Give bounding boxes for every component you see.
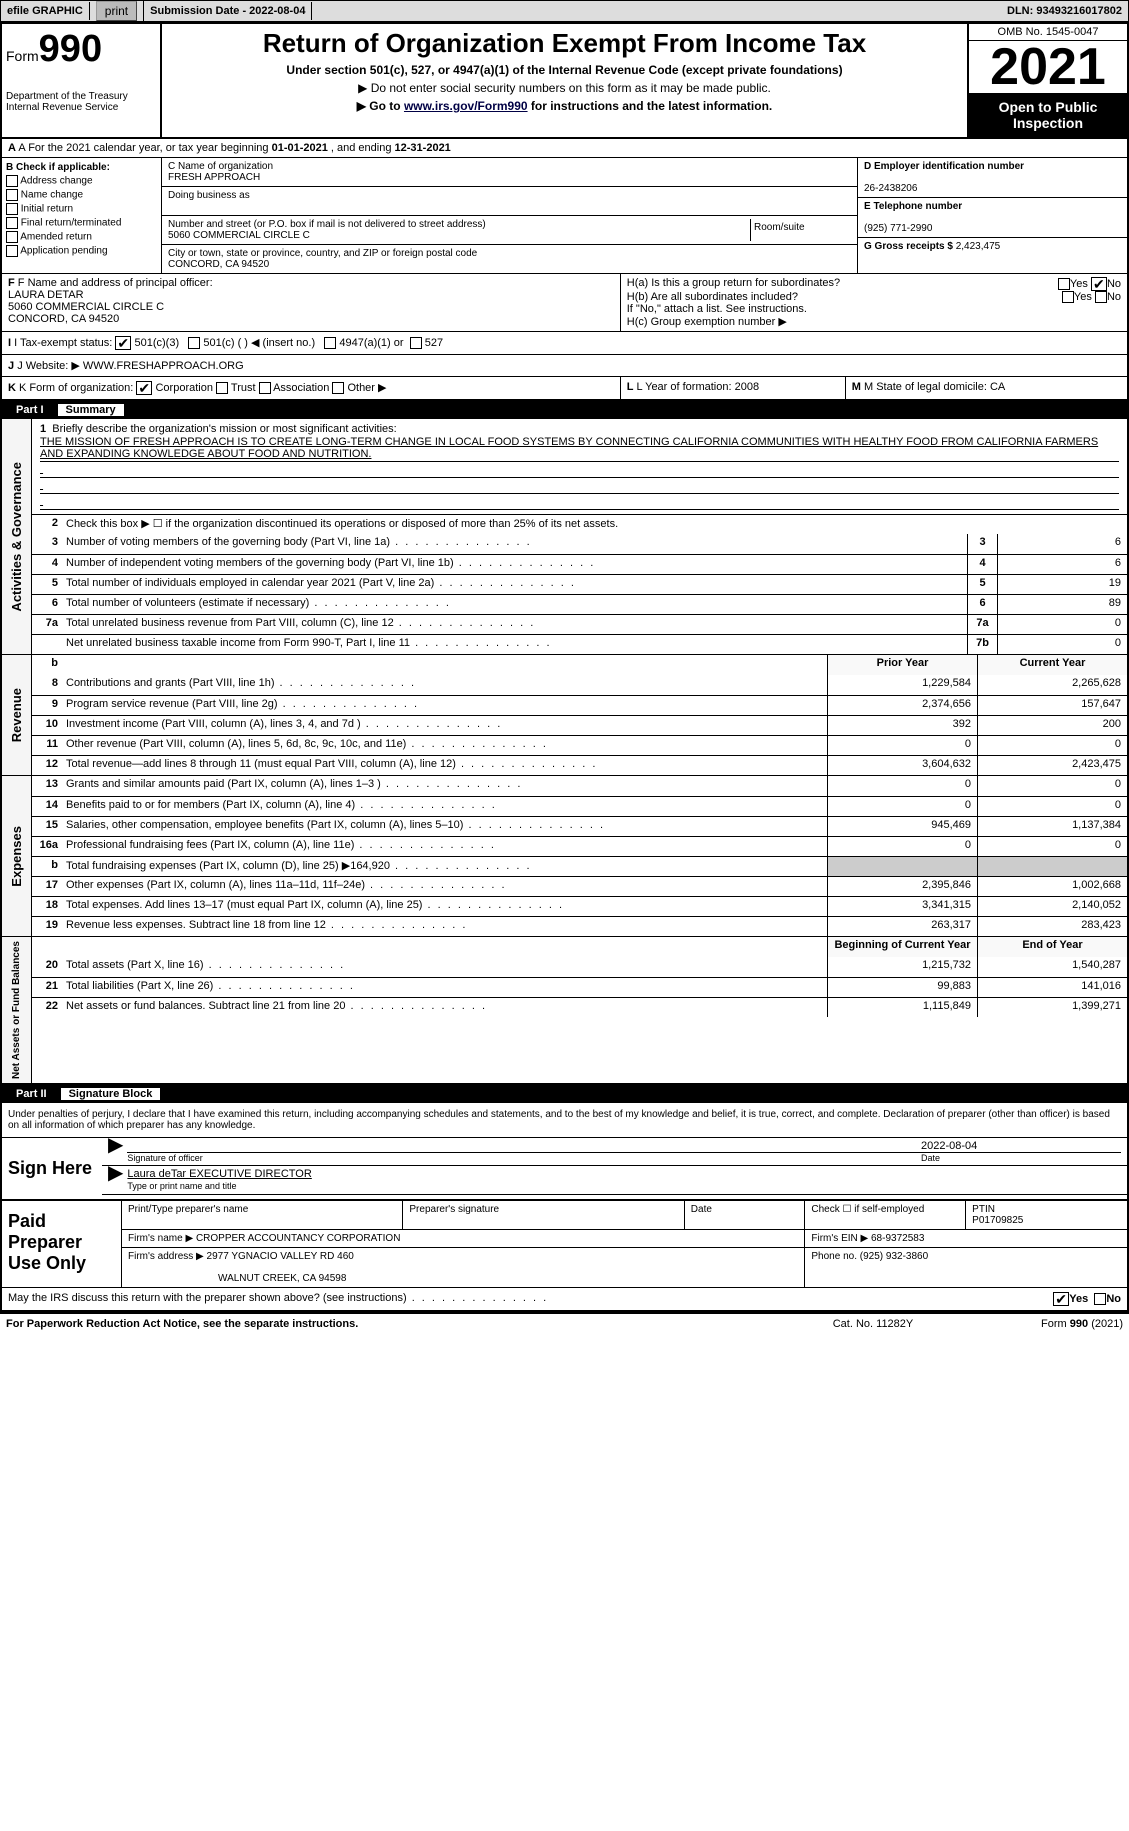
summary-line: 10Investment income (Part VIII, column (… [32,715,1127,735]
form-subtitle: Under section 501(c), 527, or 4947(a)(1)… [166,63,963,77]
section-i: I I Tax-exempt status: 501(c)(3) 501(c) … [2,332,1127,355]
section-h: H(a) Is this a group return for subordin… [621,274,1127,331]
501c-checkbox[interactable] [188,337,200,349]
discuss-question: May the IRS discuss this return with the… [2,1287,1127,1312]
4947-checkbox[interactable] [324,337,336,349]
501c3-checkbox[interactable] [115,336,131,350]
section-k: K K Form of organization: Corporation Tr… [2,377,621,399]
assoc-checkbox[interactable] [259,382,271,394]
name-change-checkbox[interactable] [6,189,18,201]
section-f: F F Name and address of principal office… [2,274,621,331]
section-j: J J Website: ▶ WWW.FRESHAPPROACH.ORG [2,355,1127,377]
summary-line: 5Total number of individuals employed in… [32,574,1127,594]
section-l: L L Year of formation: 2008 [621,377,846,399]
summary-line: 12Total revenue—add lines 8 through 11 (… [32,755,1127,775]
summary-line: 16aProfessional fundraising fees (Part I… [32,836,1127,856]
dln: DLN: 93493216017802 [1001,2,1128,20]
form-number: Form990 [6,28,156,71]
summary-line: 8Contributions and grants (Part VIII, li… [32,675,1127,695]
line-1: 1 Briefly describe the organization's mi… [32,419,1127,514]
527-checkbox[interactable] [410,337,422,349]
summary-line: bTotal fundraising expenses (Part IX, co… [32,856,1127,876]
print-button[interactable]: print [96,1,137,21]
section-c: C Name of organizationFRESH APPROACH Doi… [162,158,857,273]
trust-checkbox[interactable] [216,382,228,394]
summary-line: 17Other expenses (Part IX, column (A), l… [32,876,1127,896]
part1-header: Part ISummary [2,401,1127,419]
summary-line: 14Benefits paid to or for members (Part … [32,796,1127,816]
netassets-label: Net Assets or Fund Balances [9,937,24,1083]
summary-line: 11Other revenue (Part VIII, column (A), … [32,735,1127,755]
ha-yes[interactable] [1058,278,1070,290]
summary-line: 4Number of independent voting members of… [32,554,1127,574]
section-b: B Check if applicable: Address change Na… [2,158,162,273]
initial-return-checkbox[interactable] [6,203,18,215]
app-pending-checkbox[interactable] [6,245,18,257]
section-d: D Employer identification number26-24382… [858,158,1127,198]
irs-link[interactable]: www.irs.gov/Form990 [404,99,528,113]
section-e: E Telephone number(925) 771-2990 [858,198,1127,238]
summary-line: 21Total liabilities (Part X, line 26)99,… [32,977,1127,997]
summary-line: 3Number of voting members of the governi… [32,534,1127,554]
paid-preparer-label: Paid Preparer Use Only [2,1201,122,1287]
penalty-statement: Under penalties of perjury, I declare th… [2,1103,1127,1137]
part2-header: Part IISignature Block [2,1085,1127,1103]
form-title: Return of Organization Exempt From Incom… [166,28,963,59]
summary-line: 6Total number of volunteers (estimate if… [32,594,1127,614]
ha-no[interactable] [1091,277,1107,291]
summary-line: 22Net assets or fund balances. Subtract … [32,997,1127,1017]
tax-year: 2021 [969,41,1127,93]
note-ssn: ▶ Do not enter social security numbers o… [166,81,963,95]
section-m: M M State of legal domicile: CA [846,377,1127,399]
efile-label: efile GRAPHIC [1,2,90,20]
amended-checkbox[interactable] [6,231,18,243]
sign-here-label: Sign Here [2,1138,102,1199]
discuss-yes[interactable] [1053,1292,1069,1306]
corp-checkbox[interactable] [136,381,152,395]
hb-yes[interactable] [1062,291,1074,303]
expenses-label: Expenses [7,822,26,891]
dept-label: Department of the Treasury [6,91,156,102]
irs-label: Internal Revenue Service [6,102,156,113]
discuss-no[interactable] [1094,1293,1106,1305]
other-checkbox[interactable] [332,382,344,394]
open-inspection: Open to PublicInspection [969,93,1127,137]
summary-line: 15Salaries, other compensation, employee… [32,816,1127,836]
note-link: ▶ Go to www.irs.gov/Form990 for instruct… [166,99,963,113]
summary-line: 7aTotal unrelated business revenue from … [32,614,1127,634]
summary-line: 13Grants and similar amounts paid (Part … [32,776,1127,796]
summary-line: 19Revenue less expenses. Subtract line 1… [32,916,1127,936]
section-g: G Gross receipts $ 2,423,475 [858,238,1127,255]
section-a: A A For the 2021 calendar year, or tax y… [2,139,1127,158]
summary-line: 18Total expenses. Add lines 13–17 (must … [32,896,1127,916]
activities-label: Activities & Governance [7,458,26,616]
top-toolbar: efile GRAPHIC print Submission Date - 20… [0,0,1129,22]
submission-date: Submission Date - 2022-08-04 [144,2,312,20]
line-2: Check this box ▶ ☐ if the organization d… [62,515,1127,534]
revenue-label: Revenue [7,684,26,746]
addr-change-checkbox[interactable] [6,175,18,187]
page-footer: For Paperwork Reduction Act Notice, see … [0,1314,1129,1334]
summary-line: 20Total assets (Part X, line 16)1,215,73… [32,957,1127,977]
form-990: Form990 Department of the Treasury Inter… [0,22,1129,1314]
final-return-checkbox[interactable] [6,217,18,229]
summary-line: Net unrelated business taxable income fr… [32,634,1127,654]
summary-line: 9Program service revenue (Part VIII, lin… [32,695,1127,715]
